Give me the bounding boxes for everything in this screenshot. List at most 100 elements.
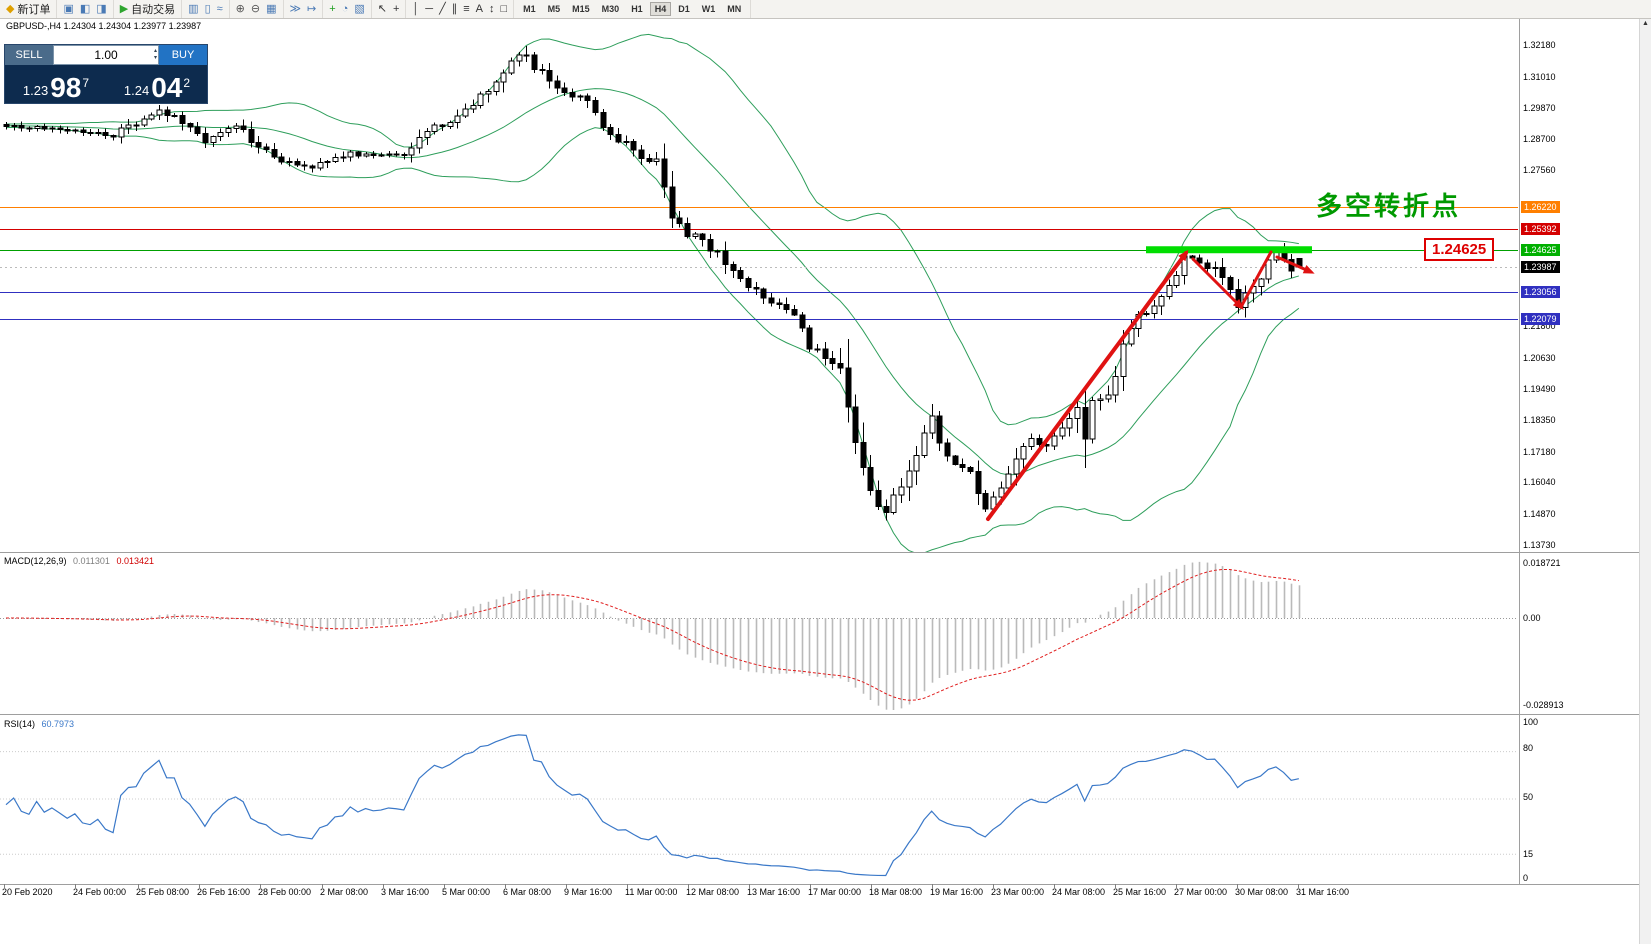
price-axis-line — [1519, 18, 1520, 884]
main-price-pane — [0, 33, 1518, 552]
tf-w1-button[interactable]: W1 — [701, 4, 716, 14]
bars-chart-button[interactable]: ▥ — [185, 1, 201, 17]
trendline-icon: ╱ — [439, 3, 446, 15]
cursor-button[interactable]: ↖ — [375, 1, 390, 17]
time-tick — [199, 884, 200, 888]
crosshair-icon: + — [392, 3, 400, 15]
buy-button[interactable]: BUY — [159, 45, 207, 65]
zoom-out-button[interactable]: ⊖ — [248, 1, 263, 17]
fibonacci-icon: ≡ — [463, 3, 470, 15]
text-button[interactable]: A — [473, 1, 486, 17]
time-axis-label: 31 Mar 16:00 — [1296, 887, 1350, 897]
rsi-value: 60.7973 — [41, 719, 75, 729]
macd-label: MACD(12,26,9) 0.011301 0.013421 — [4, 556, 154, 566]
fibonacci-button[interactable]: ≡ — [460, 1, 472, 17]
window-group: ▣ ◧ ◨ — [57, 0, 114, 18]
trendline-button[interactable]: ╱ — [436, 1, 449, 17]
new-order-button[interactable]: ◆ 新订单 — [3, 1, 53, 17]
trend-arrow-head — [1178, 249, 1189, 262]
sell-button[interactable]: SELL — [5, 45, 53, 65]
channel-button[interactable]: ∥ — [449, 1, 461, 17]
zoom-group: ⊕ ⊖ ▦ — [230, 0, 284, 18]
crosshair-button[interactable]: + — [390, 1, 402, 17]
time-tick — [566, 884, 567, 888]
ask-price[interactable]: 1.24 04 2 — [106, 65, 207, 103]
tf-m5-button[interactable]: M5 — [547, 4, 561, 14]
autotrading-button[interactable]: ▶ 自动交易 — [117, 1, 178, 17]
time-axis-label: 24 Feb 00:00 — [73, 887, 127, 897]
tf-h1-button[interactable]: H1 — [631, 4, 643, 14]
indicators-button[interactable]: + — [326, 1, 338, 17]
turning-point-annotation: 多空转折点 — [1316, 191, 1462, 221]
time-axis-label: 6 Mar 08:00 — [503, 887, 552, 897]
arrows-tool-button[interactable]: ↕ — [486, 1, 498, 17]
ask-prefix: 1.24 — [123, 83, 150, 98]
volume-down-icon[interactable]: ▾ — [153, 55, 157, 61]
vertical-line-button[interactable]: │ — [409, 1, 422, 17]
time-axis-label: 18 Mar 08:00 — [869, 887, 923, 897]
zoom-out-icon: ⊖ — [250, 3, 261, 15]
template-icon: ▧ — [354, 3, 365, 15]
horizontal-line-icon: ─ — [425, 3, 434, 15]
chart-type-group: ▥ ▯ ≈ — [182, 0, 230, 18]
time-tick — [1298, 884, 1299, 888]
time-axis-label: 19 Mar 16:00 — [930, 887, 984, 897]
ask-big: 04 — [151, 72, 183, 104]
rsi-line — [5, 734, 1299, 877]
time-tick — [322, 884, 323, 888]
indicator-plus-icon: + — [329, 3, 336, 15]
templates-button[interactable]: ▧ — [351, 1, 367, 17]
line-chart-button[interactable]: ≈ — [214, 1, 226, 17]
macd-signal-value: 0.013421 — [116, 556, 154, 566]
tf-d1-button[interactable]: D1 — [678, 4, 690, 14]
one-click-trade-panel: SELL ▴ ▾ BUY 1.23 98 7 1.24 04 2 — [4, 44, 208, 104]
window-scrollbar[interactable]: ▲ — [1639, 18, 1651, 944]
time-axis-label: 20 Feb 2020 — [2, 887, 53, 897]
shapes-button[interactable]: □ — [497, 1, 510, 17]
data-window-icon: ◨ — [96, 3, 107, 15]
resistance-highlight-band — [1146, 246, 1312, 254]
trend-arrow — [986, 251, 1188, 521]
tf-h4-button[interactable]: H4 — [649, 2, 672, 16]
bid-price[interactable]: 1.23 98 7 — [5, 65, 106, 103]
time-tick — [1237, 884, 1238, 888]
volume-up-icon[interactable]: ▴ — [153, 48, 157, 54]
rsi-panel-separator[interactable] — [0, 714, 1651, 715]
charts-grid-button[interactable]: ▣ — [60, 1, 76, 17]
time-tick — [932, 884, 933, 888]
volume-input[interactable] — [69, 47, 143, 63]
autotrading-button-label: 自动交易 — [131, 4, 176, 16]
tf-m1-button[interactable]: M1 — [523, 4, 536, 14]
new-order-button-label: 新订单 — [17, 4, 51, 16]
macd-panel-separator[interactable] — [0, 552, 1651, 553]
time-axis-label: 2 Mar 08:00 — [320, 887, 369, 897]
tf-m15-button[interactable]: M15 — [572, 4, 590, 14]
market-watch-button[interactable]: ◧ — [77, 1, 93, 17]
autotrading-group: ▶ 自动交易 — [114, 0, 183, 18]
chart-shift-button[interactable]: ↦ — [304, 1, 319, 17]
time-axis-label: 24 Mar 08:00 — [1052, 887, 1106, 897]
volume-box: ▴ ▾ — [53, 45, 159, 65]
bid-big: 98 — [50, 72, 82, 104]
horizontal-line-button[interactable]: ─ — [422, 1, 436, 17]
tile-windows-button[interactable]: ▦ — [263, 1, 279, 17]
tf-mn-button[interactable]: MN — [727, 4, 742, 14]
time-tick — [1115, 884, 1116, 888]
objects-group: + ◔ ▧ — [323, 0, 372, 18]
auto-scroll-button[interactable]: ≫ — [287, 1, 305, 17]
scroll-up-icon[interactable]: ▲ — [1642, 20, 1649, 27]
shapes-icon: □ — [500, 3, 508, 15]
tf-m30-button[interactable]: M30 — [601, 4, 620, 14]
data-window-button[interactable]: ◨ — [93, 1, 109, 17]
time-tick — [993, 884, 994, 888]
price-callout-box[interactable]: 1.24625 — [1424, 238, 1495, 261]
time-axis-label: 28 Feb 00:00 — [258, 887, 312, 897]
cursor-group: ↖ + — [372, 0, 407, 18]
macd-signal-line — [5, 568, 1299, 701]
candlestick-chart-button[interactable]: ▯ — [202, 1, 214, 17]
scroll-group: ≫ ↦ — [284, 0, 324, 18]
periods-button[interactable]: ◔ — [339, 1, 352, 17]
zoom-in-button[interactable]: ⊕ — [233, 1, 248, 17]
time-tick — [1176, 884, 1177, 888]
